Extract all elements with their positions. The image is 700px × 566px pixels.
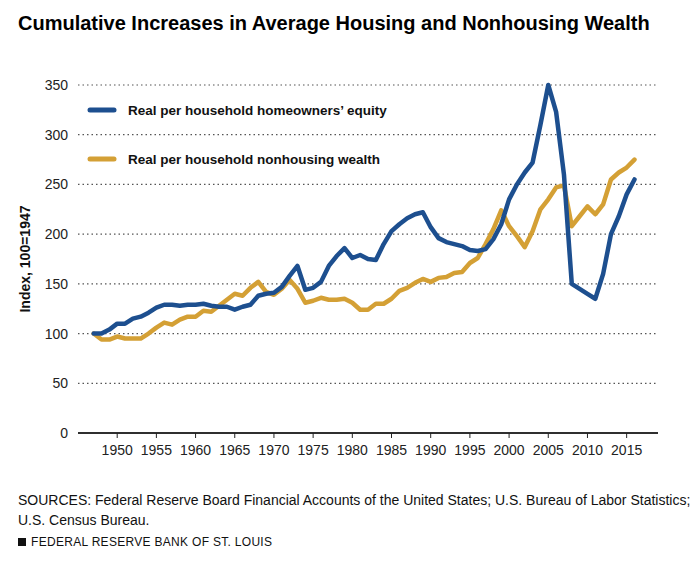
x-tick-label: 1990 xyxy=(415,442,446,458)
x-tick-label: 1995 xyxy=(454,442,485,458)
grid-line xyxy=(78,184,658,185)
y-tick-label: 150 xyxy=(45,276,69,292)
x-tick-label: 2015 xyxy=(611,442,642,458)
x-tick-label: 2005 xyxy=(533,442,564,458)
y-axis-label: Index, 100=1947 xyxy=(17,205,33,312)
x-tick-label: 2010 xyxy=(572,442,603,458)
title: Cumulative Increases in Average Housing … xyxy=(18,12,650,34)
x-tick xyxy=(587,433,588,438)
legend-label: Real per household nonhousing wealth xyxy=(128,152,380,167)
sources-text: SOURCES: Federal Reserve Board Financial… xyxy=(18,492,690,508)
x-tick-label: 1955 xyxy=(141,442,172,458)
grid-line xyxy=(78,333,658,334)
legend-swatch xyxy=(90,157,114,162)
x-tick-label: 1975 xyxy=(298,442,329,458)
x-tick-label: 1950 xyxy=(102,442,133,458)
y-tick-label: 0 xyxy=(60,425,68,441)
y-tick-label: 200 xyxy=(45,226,69,242)
x-tick xyxy=(469,433,470,438)
x-tick xyxy=(626,433,627,438)
x-tick-label: 1965 xyxy=(219,442,250,458)
series-line xyxy=(94,85,635,334)
x-tick xyxy=(273,433,274,438)
x-tick xyxy=(195,433,196,438)
footer-text: FEDERAL RESERVE BANK OF ST. LOUIS xyxy=(31,535,272,549)
x-tick xyxy=(156,433,157,438)
x-tick xyxy=(509,433,510,438)
x-axis-line xyxy=(78,432,658,434)
sources-text: U.S. Census Bureau. xyxy=(18,512,150,528)
x-tick xyxy=(313,433,314,438)
x-tick xyxy=(234,433,235,438)
legend-swatch xyxy=(90,108,114,113)
x-tick xyxy=(352,433,353,438)
x-tick-label: 1970 xyxy=(258,442,289,458)
x-tick xyxy=(391,433,392,438)
grid-line xyxy=(78,134,658,135)
x-tick xyxy=(548,433,549,438)
x-tick-label: 2000 xyxy=(494,442,525,458)
legend-label: Real per household homeowners’ equity xyxy=(128,103,387,118)
chart-svg: Cumulative Increases in Average Housing … xyxy=(0,0,700,566)
x-tick-label: 1985 xyxy=(376,442,407,458)
grid-line xyxy=(78,84,658,85)
y-tick-label: 250 xyxy=(45,176,69,192)
plot-area xyxy=(94,85,635,340)
grid-line xyxy=(78,432,658,434)
x-tick-label: 1960 xyxy=(180,442,211,458)
y-tick-label: 100 xyxy=(45,326,69,342)
x-tick-label: 1980 xyxy=(337,442,368,458)
footer-square xyxy=(18,538,26,546)
series-line xyxy=(94,160,635,340)
grid-line xyxy=(78,383,658,384)
y-tick-label: 300 xyxy=(45,127,69,143)
x-tick xyxy=(117,433,118,438)
grid-line xyxy=(78,234,658,235)
y-tick-label: 350 xyxy=(45,77,69,93)
y-tick-label: 50 xyxy=(52,375,68,391)
x-tick xyxy=(430,433,431,438)
